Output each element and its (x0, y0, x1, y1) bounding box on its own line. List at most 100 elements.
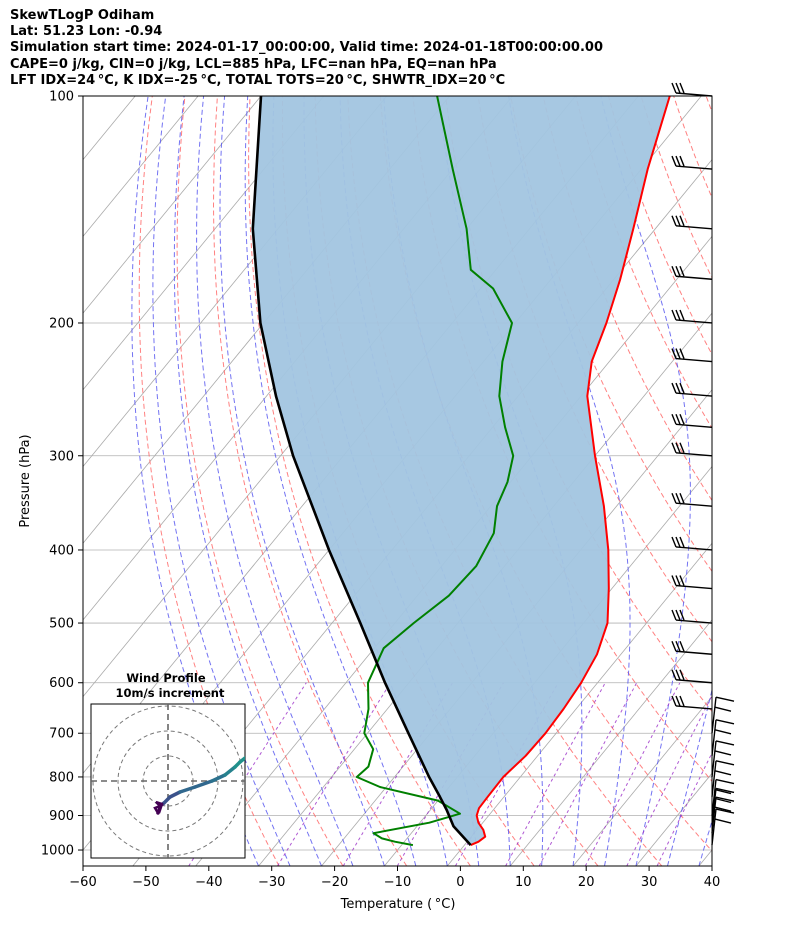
mixing-ratio-line (538, 682, 638, 866)
wind-barb (671, 575, 713, 590)
wind-barb-feather (679, 669, 685, 681)
wind-barb-staff (675, 650, 713, 655)
y-tick-label: 600 (49, 676, 74, 691)
wind-barb-flag (714, 797, 732, 804)
wind-barb-flag (715, 696, 735, 702)
wind-barb-staff (675, 225, 713, 230)
wind-barb (671, 309, 713, 324)
wind-barb-staff (675, 502, 713, 507)
axes: −60 −50 −40 −30 −20 −10 0 10 20 30 40 100 200 300 400 5… (41, 90, 720, 891)
wind-barb-staff (675, 584, 713, 590)
wind-barb-feather (679, 492, 685, 504)
wind-barb-feather (675, 609, 681, 621)
wind-barb (711, 787, 735, 825)
wind-barb-staff (711, 797, 717, 834)
wind-barb-flag (715, 740, 735, 746)
hodograph-segment (238, 756, 245, 764)
wind-barb-staff (711, 808, 717, 846)
mixing-ratio-line (626, 694, 712, 866)
moist-adiabat-line (173, 96, 322, 866)
dry-adiabat-line (640, 96, 712, 279)
wind-barb-feather (675, 348, 681, 359)
wind-barb-feather (675, 382, 681, 394)
wind-barb-feather (679, 82, 685, 94)
parcel-trace (251, 96, 472, 846)
temperature-trace (470, 96, 671, 847)
y-axis-label: Pressure (hPa) (18, 434, 33, 527)
wind-barb-flag (715, 778, 735, 785)
wind-barb (671, 442, 713, 457)
dry-adiabat-line (248, 96, 471, 866)
dry-adiabat-line (138, 96, 280, 866)
wind-barb-feather (679, 695, 685, 707)
y-tick-label: 700 (49, 727, 74, 742)
wind-barb (711, 719, 735, 756)
wind-barb-feather (675, 536, 681, 548)
title-stability: CAPE=0 j/kg, CIN=0 j/kg, LCL=885 hPa, LF… (10, 56, 497, 72)
wind-barb-feather (679, 215, 685, 227)
wind-barb-feather (671, 669, 677, 681)
wind-barb-feather (671, 348, 677, 359)
moist-adiabat-line (730, 96, 794, 866)
wind-barb-flag (715, 808, 735, 814)
wind-barb-flag (714, 706, 732, 712)
wind-barb-staff (675, 165, 713, 170)
wind-barb-staff (675, 392, 713, 397)
mixing-ratio-line (505, 682, 606, 866)
y-tick-label: 500 (49, 617, 74, 632)
wind-barb-feather (671, 265, 677, 277)
wind-barb-feather (679, 382, 685, 394)
wind-barb-flag (714, 818, 732, 824)
wind-barb (711, 696, 735, 734)
wind-barb (671, 640, 713, 655)
wind-barb-feather (675, 492, 681, 504)
x-tick-label: −30 (258, 875, 285, 890)
x-axis-label: Temperature ( °C) (340, 897, 456, 912)
wind-barb (671, 215, 713, 230)
moist-adiabat-line (219, 96, 385, 866)
y-tick-label: 400 (49, 543, 74, 558)
wind-barb (711, 796, 735, 834)
inset-ring (117, 730, 219, 832)
dewpoint-trace (355, 96, 515, 847)
wind-barb-staff (711, 779, 717, 816)
x-tick-label: 30 (641, 875, 658, 890)
wind-barb (671, 695, 713, 710)
y-tick-label: 200 (49, 316, 74, 331)
wind-barb-feather (679, 414, 685, 425)
wind-barb-flag (714, 750, 732, 756)
wind-barb-staff (675, 92, 713, 97)
wind-barb (671, 414, 713, 428)
x-tick-label: −40 (195, 875, 222, 890)
isotherm-line (0, 96, 72, 866)
wind-barb-flag (715, 719, 735, 725)
wind-barb-staff (675, 319, 713, 324)
wind-barb-flag (715, 796, 735, 802)
wind-barb-flag (714, 788, 732, 795)
x-tick-label: 20 (578, 875, 595, 890)
wind-barb-feather (675, 265, 681, 277)
wind-barb-feather (679, 536, 685, 548)
wind-barb-staff (675, 275, 713, 280)
hodograph-segment (153, 800, 164, 814)
x-tick-label: 10 (515, 875, 532, 890)
title-times: Simulation start time: 2024-01-17_00:00:… (10, 40, 603, 56)
wind-barb-feather (679, 309, 685, 321)
wind-barb-feather (671, 382, 677, 394)
isotherm-line (572, 695, 712, 866)
moist-adiabat-line (244, 96, 417, 866)
wind-barb-staff (675, 423, 713, 428)
dry-adiabat-line (705, 96, 712, 114)
moist-adiabat-line (600, 96, 691, 866)
wind-barb (671, 348, 713, 363)
wind-barb-feather (671, 155, 677, 167)
wind-barb-feather (675, 575, 681, 586)
wind-barb-flag (714, 806, 732, 812)
moist-adiabat-line (508, 96, 631, 866)
mixing-ratio-line (656, 751, 712, 866)
wind-barb (711, 740, 735, 778)
wind-barb-feather (671, 575, 677, 586)
wind-barb-staff (711, 760, 717, 797)
x-tick-label: −10 (384, 875, 411, 890)
wind-barb-feather (679, 442, 685, 454)
